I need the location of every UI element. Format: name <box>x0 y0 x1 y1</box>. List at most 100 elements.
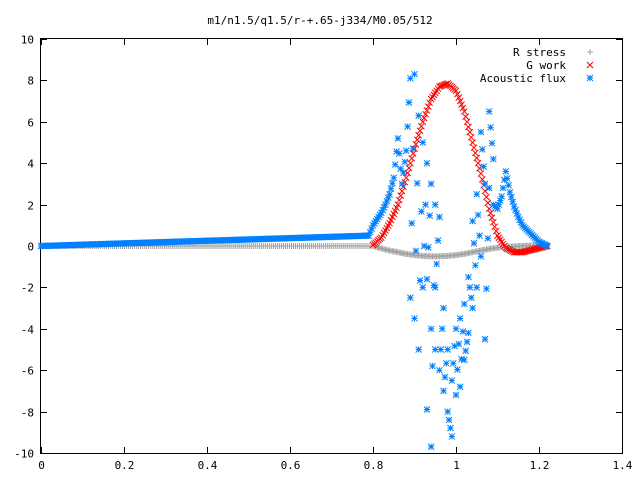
data-point <box>477 170 485 177</box>
data-point <box>456 383 464 391</box>
data-point <box>484 235 492 242</box>
data-point <box>472 149 479 157</box>
data-point <box>411 70 418 78</box>
data-point <box>494 205 501 213</box>
data-point <box>380 204 388 211</box>
data-point <box>476 232 483 240</box>
data-point <box>489 155 497 163</box>
data-point <box>434 237 442 244</box>
y-tick-label: -8 <box>21 407 34 420</box>
data-point <box>397 165 405 173</box>
data-point <box>512 206 519 214</box>
data-point <box>495 201 503 208</box>
data-point <box>416 277 424 284</box>
y-tick-label: 4 <box>27 158 34 171</box>
data-point <box>473 154 481 162</box>
data-point <box>397 192 405 199</box>
data-point <box>394 201 402 208</box>
data-point <box>424 244 432 251</box>
data-point <box>368 225 375 233</box>
data-point <box>395 150 403 157</box>
data-point <box>431 346 439 353</box>
data-point <box>483 285 490 293</box>
data-point <box>514 213 522 221</box>
data-point <box>377 209 385 217</box>
data-point <box>444 408 452 415</box>
data-point <box>436 213 443 221</box>
data-point <box>452 87 460 95</box>
axes: 0 0.2 0.4 0.6 0.8 1 1.2 1.4 10 8 6 4 2 0 -2 -4 -6 -8 -10 <box>14 34 633 473</box>
data-point <box>440 304 447 312</box>
data-point <box>484 199 492 207</box>
data-point <box>517 219 525 226</box>
data-point <box>452 325 460 333</box>
data-point <box>379 206 387 214</box>
data-point <box>470 239 478 247</box>
data-point <box>395 196 403 204</box>
y-tick-label: -6 <box>21 365 34 378</box>
data-point <box>422 201 429 208</box>
data-point <box>406 159 414 167</box>
data-point <box>441 373 449 381</box>
data-point <box>487 209 494 217</box>
x-tick-label: 1 <box>453 459 460 472</box>
data-point <box>433 260 440 268</box>
data-point <box>456 97 464 105</box>
x-tick-label: 0.4 <box>198 459 218 472</box>
data-point <box>412 140 420 148</box>
data-point <box>419 118 427 126</box>
data-point <box>409 150 417 157</box>
data-point <box>509 198 517 206</box>
data-point <box>419 284 427 291</box>
data-point <box>502 168 510 175</box>
data-point <box>402 147 410 155</box>
y-tick-label: 0 <box>27 241 34 254</box>
x-tick-label: 0.8 <box>364 459 384 472</box>
data-point <box>473 190 481 198</box>
data-point <box>382 201 389 208</box>
data-point <box>465 329 472 337</box>
data-point <box>418 208 425 215</box>
data-point <box>458 101 465 108</box>
data-point <box>454 90 461 98</box>
legend-marker <box>586 61 594 69</box>
data-point <box>462 347 470 355</box>
data-point <box>473 284 481 291</box>
data-point <box>543 242 551 250</box>
data-point <box>438 325 446 333</box>
data-point <box>427 325 435 333</box>
data-point <box>413 179 421 187</box>
data-point <box>390 174 398 182</box>
data-point <box>460 356 468 364</box>
data-point <box>437 346 445 353</box>
y-tick-label: 10 <box>21 34 34 47</box>
chart-title: m1/n1.5/q1.5/r-+.65-j334/M0.05/512 <box>207 14 432 27</box>
data-point <box>431 201 439 208</box>
data-point <box>460 300 468 308</box>
data-point <box>442 359 450 367</box>
data-point <box>415 346 423 353</box>
data-point <box>451 342 458 350</box>
data-point <box>469 304 476 312</box>
data-point <box>426 212 434 219</box>
data-point <box>402 174 410 182</box>
data-point <box>447 424 454 432</box>
data-point <box>408 155 416 162</box>
data-point <box>415 131 423 139</box>
data-point <box>478 176 486 183</box>
data-point <box>386 190 393 198</box>
data-point <box>424 103 432 110</box>
data-point <box>455 340 463 348</box>
data-point <box>480 163 488 171</box>
data-point <box>383 197 391 205</box>
y-tick-label: -4 <box>21 324 35 337</box>
data-point <box>466 128 474 136</box>
data-point <box>460 108 468 115</box>
y-tick-label: -10 <box>14 448 34 461</box>
data-point <box>465 123 472 131</box>
data-point <box>423 275 431 283</box>
data-point <box>516 216 523 224</box>
data-point <box>398 180 406 188</box>
